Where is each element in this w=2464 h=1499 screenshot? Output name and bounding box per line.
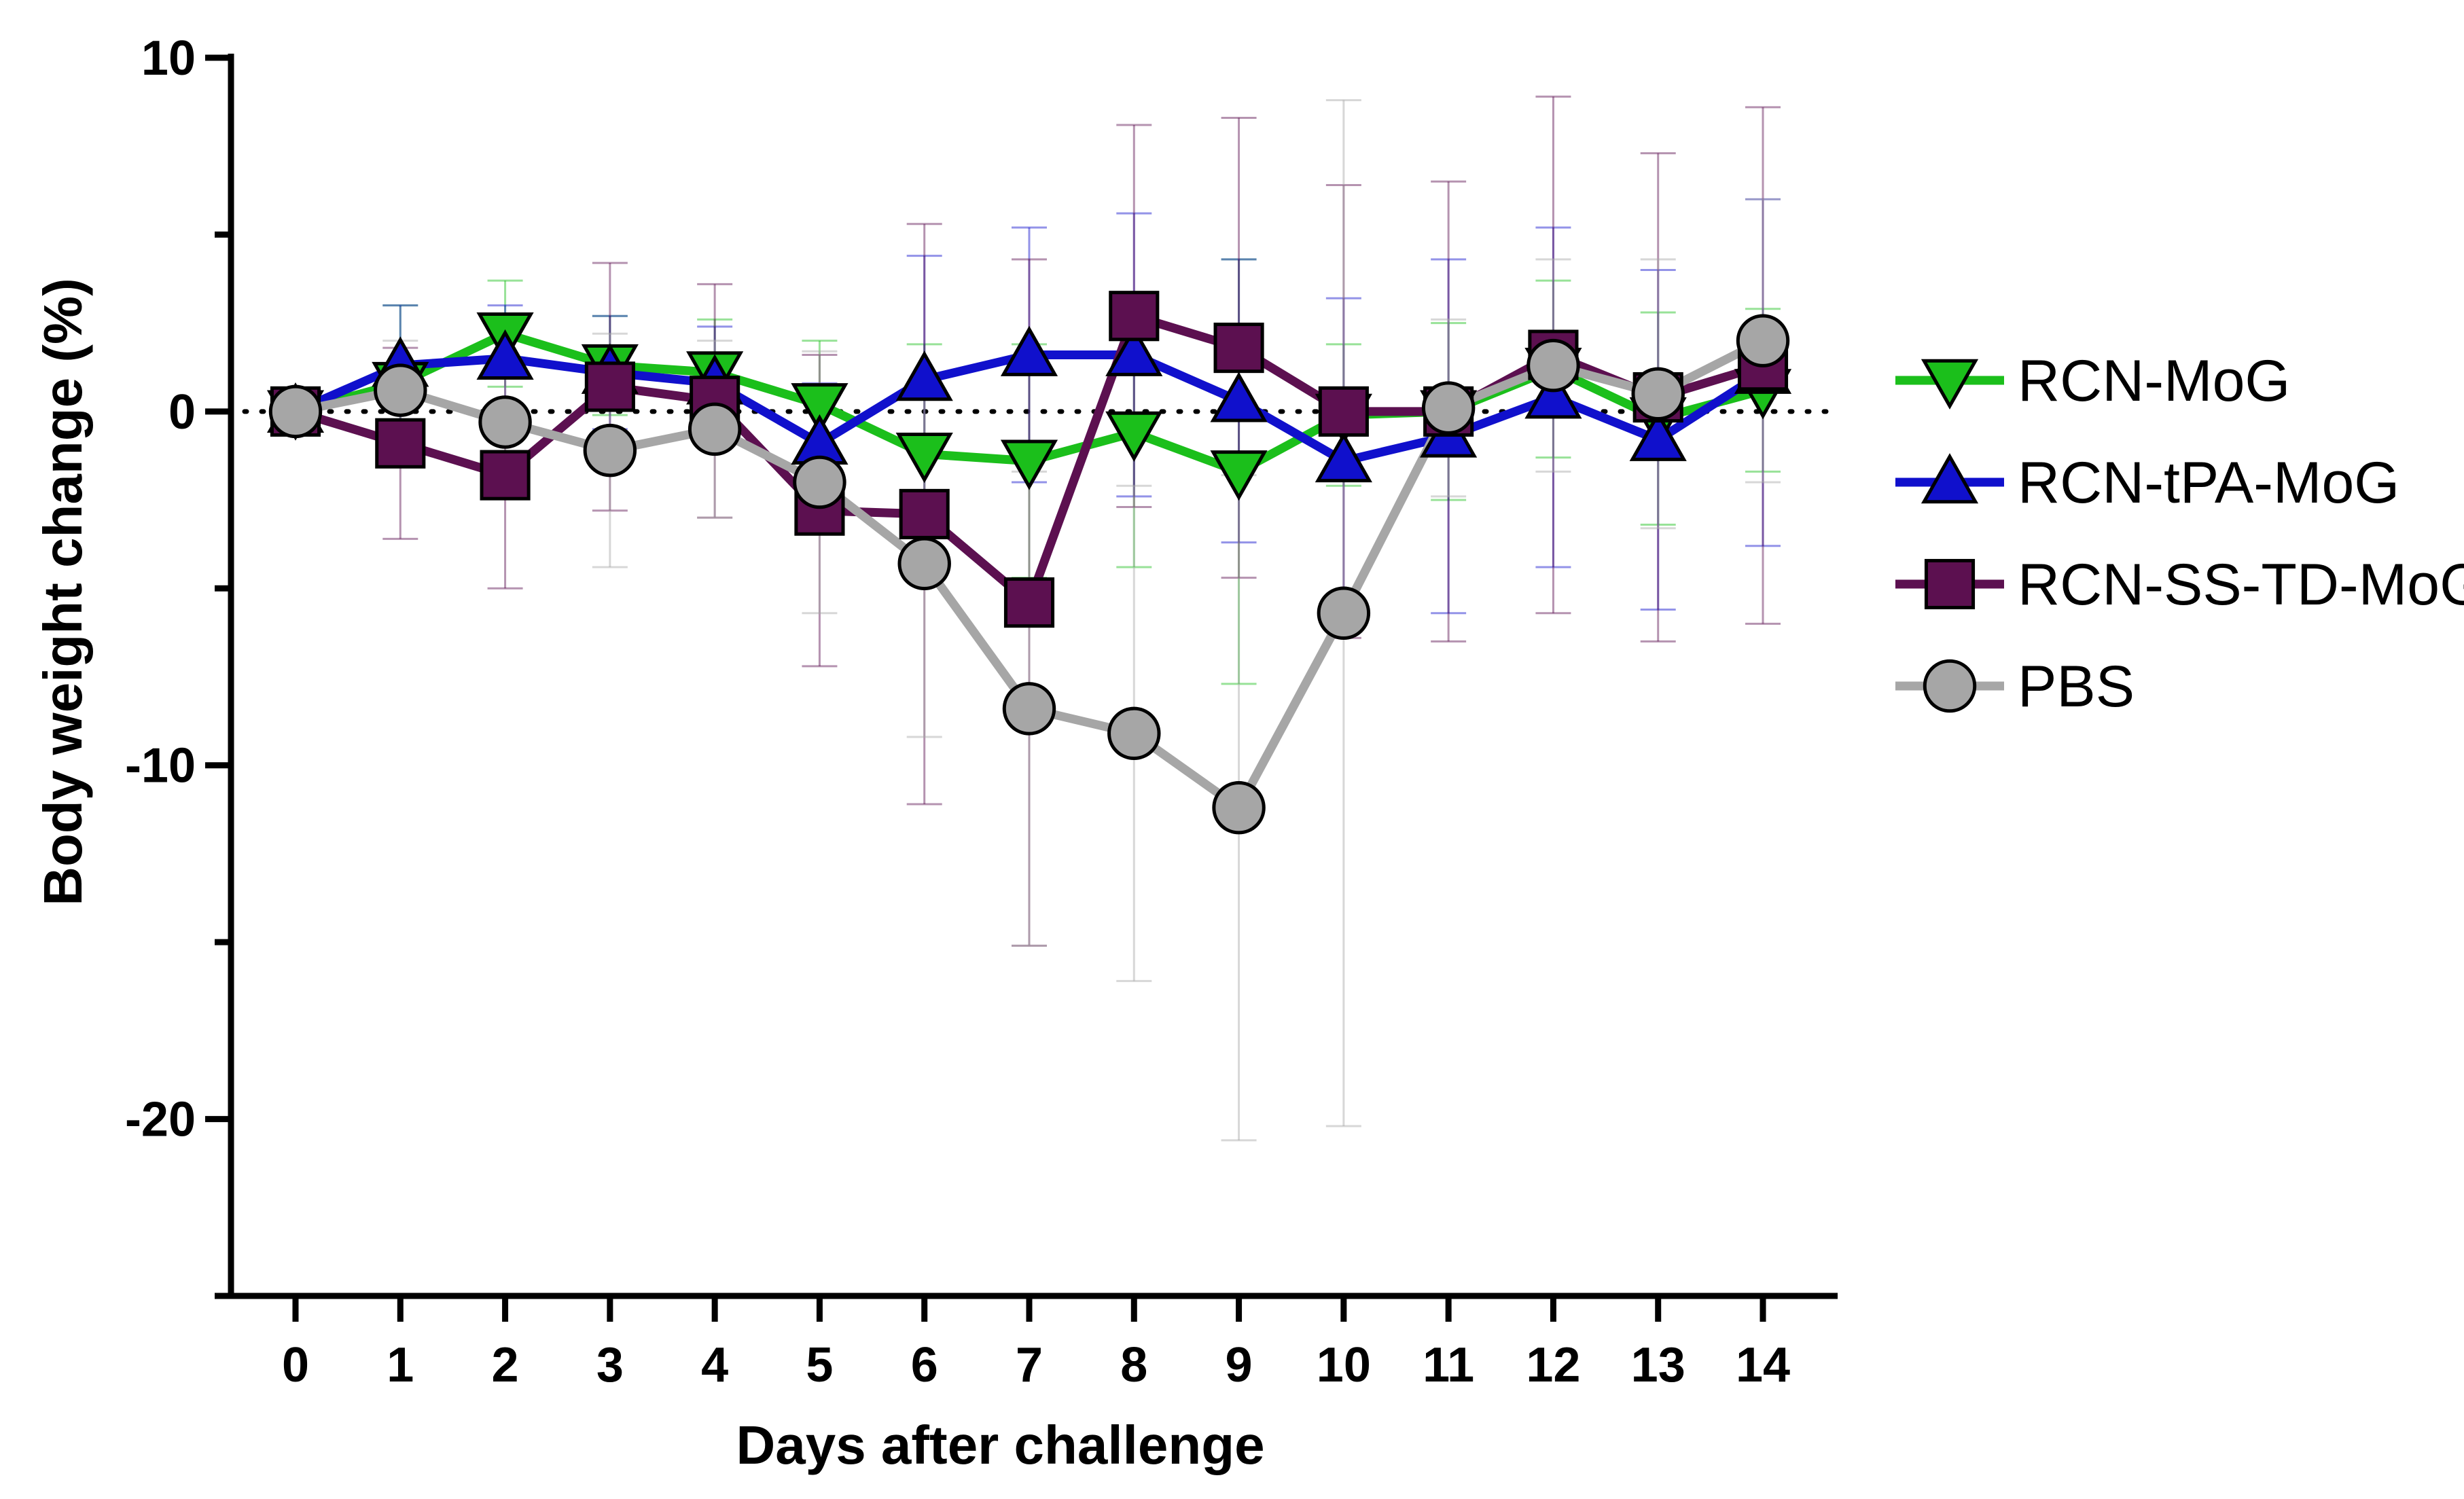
- data-point-pbs: [1526, 338, 1580, 393]
- data-point-pbs: [1736, 314, 1790, 367]
- legend-label-rcn-mog: RCN-MoG: [2018, 348, 2290, 414]
- data-point-rcn-ss-td-mog: [1318, 386, 1369, 437]
- data-point-pbs: [268, 384, 323, 439]
- y-tick-label: -10: [125, 739, 196, 793]
- data-point-rcn-mog: [895, 433, 953, 484]
- data-point-pbs: [1002, 682, 1056, 736]
- x-tick-label: 2: [492, 1338, 519, 1392]
- x-tick-label: 1: [387, 1338, 414, 1392]
- legend-label-pbs: PBS: [2018, 654, 2135, 719]
- data-point-rcn-ss-td-mog: [375, 418, 426, 469]
- legend-item-rcn-mog: RCN-MoG: [1895, 348, 2290, 414]
- x-tick-label: 3: [596, 1338, 624, 1392]
- series-markers-layer: [266, 291, 1792, 835]
- legend-marker-rcn-tpa-mog: [1921, 453, 1979, 504]
- legend-marker-pbs: [1923, 659, 1977, 713]
- data-point-pbs: [793, 455, 846, 509]
- legend-label-rcn-ss-td-mog: RCN-SS-TD-MoG: [2018, 552, 2464, 617]
- data-point-pbs: [478, 395, 532, 449]
- data-point-pbs: [1212, 780, 1266, 835]
- x-tick-label: 9: [1226, 1338, 1253, 1392]
- data-point-rcn-ss-td-mog: [899, 488, 950, 539]
- x-tick-label: 4: [701, 1338, 728, 1392]
- data-point-pbs: [583, 423, 637, 477]
- data-point-pbs: [897, 537, 951, 591]
- x-tick-label: 8: [1120, 1338, 1147, 1392]
- x-tick-label: 14: [1736, 1338, 1790, 1392]
- data-point-rcn-ss-td-mog: [1003, 577, 1055, 628]
- y-tick-label: 0: [168, 385, 196, 439]
- legend-marker-rcn-mog: [1921, 359, 1979, 410]
- data-point-rcn-ss-td-mog: [1213, 323, 1264, 374]
- data-point-pbs: [1107, 706, 1161, 761]
- data-point-rcn-tpa-mog: [1315, 431, 1372, 483]
- data-point-pbs: [1317, 586, 1371, 640]
- data-point-rcn-ss-td-mog: [584, 361, 635, 412]
- x-tick-label: 13: [1631, 1338, 1685, 1392]
- legend-marker-rcn-ss-td-mog: [1924, 558, 1976, 610]
- data-point-rcn-tpa-mog: [895, 350, 953, 401]
- legend-item-rcn-tpa-mog: RCN-tPA-MoG: [1895, 450, 2399, 516]
- data-point-rcn-tpa-mog: [1629, 410, 1687, 461]
- data-point-rcn-tpa-mog: [476, 329, 534, 380]
- data-point-pbs: [374, 363, 427, 417]
- data-point-rcn-mog: [1000, 439, 1058, 490]
- x-tick-label: 5: [806, 1338, 833, 1392]
- legend-item-rcn-ss-td-mog: RCN-SS-TD-MoG: [1895, 552, 2464, 617]
- legend: RCN-MoG RCN-tPA-MoG RCN-SS-TD-MoG PBS: [1895, 348, 2464, 719]
- error-bars-layer: [382, 95, 1781, 1142]
- data-point-pbs: [688, 402, 742, 456]
- data-point-rcn-tpa-mog: [1524, 368, 1582, 419]
- x-tick-label: 6: [911, 1338, 938, 1392]
- data-point-pbs: [1631, 367, 1685, 421]
- legend-item-pbs: PBS: [1895, 654, 2135, 719]
- y-tick-label: -20: [125, 1093, 196, 1147]
- data-point-rcn-mog: [791, 383, 849, 434]
- x-tick-label: 11: [1423, 1338, 1474, 1392]
- data-point-rcn-mog: [1105, 411, 1163, 462]
- x-axis-title: Days after challenge: [736, 1415, 1264, 1475]
- data-point-rcn-ss-td-mog: [480, 450, 531, 501]
- data-point-rcn-tpa-mog: [1000, 325, 1058, 376]
- data-point-rcn-ss-td-mog: [1109, 291, 1160, 342]
- data-point-rcn-mog: [1210, 450, 1268, 501]
- y-tick-label: 10: [141, 31, 196, 86]
- legend-label-rcn-tpa-mog: RCN-tPA-MoG: [2018, 450, 2399, 516]
- x-tick-label: 7: [1016, 1338, 1043, 1392]
- data-point-pbs: [1421, 381, 1476, 435]
- data-point-rcn-tpa-mog: [1105, 325, 1163, 376]
- x-tick-label: 0: [282, 1338, 309, 1392]
- x-tick-label: 10: [1317, 1338, 1371, 1392]
- data-point-rcn-tpa-mog: [1210, 372, 1268, 422]
- x-tick-label: 12: [1526, 1338, 1580, 1392]
- y-axis-title: Body weight change (%): [33, 278, 93, 906]
